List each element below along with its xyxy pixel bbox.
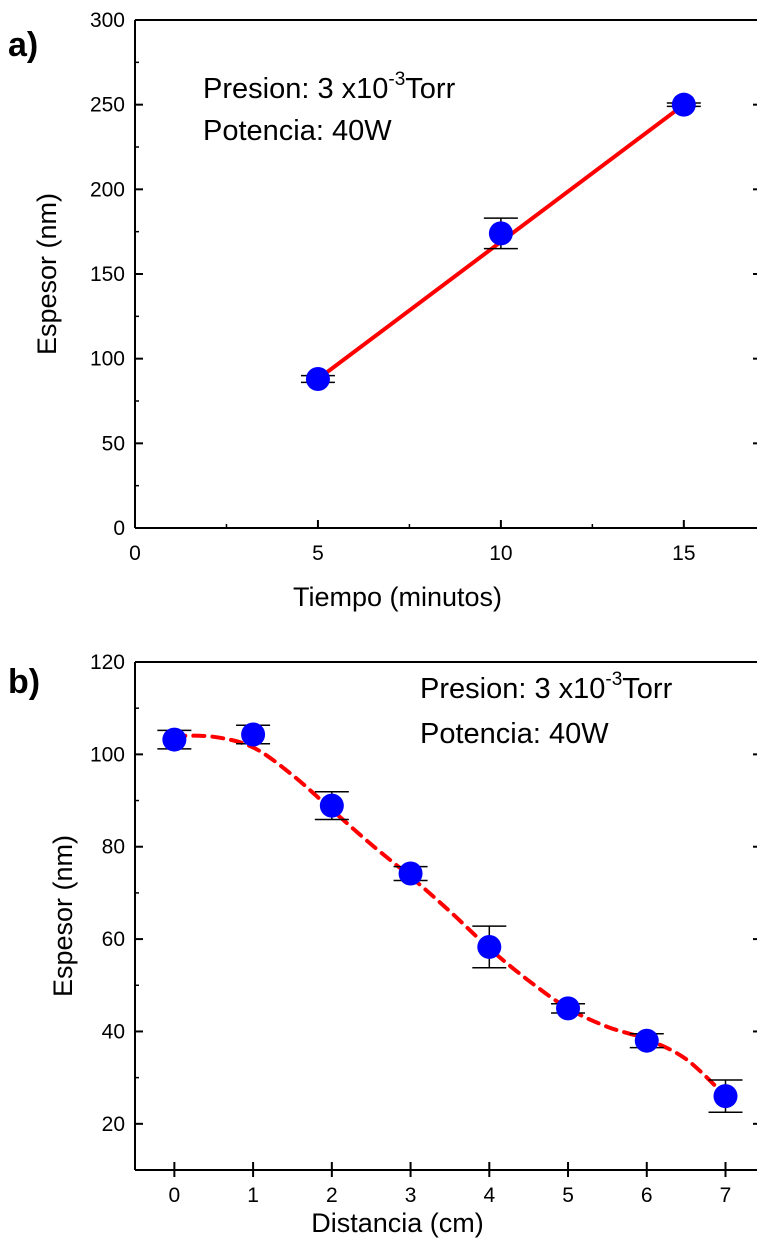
- y-tick-label: 80: [102, 836, 125, 859]
- y-tick-label: 60: [102, 928, 125, 951]
- data-point: [488, 221, 513, 246]
- x-tick-label: 7: [720, 1184, 732, 1207]
- data-point: [305, 366, 330, 391]
- y-tick-label: 20: [102, 1113, 125, 1136]
- chart-panel-b: 20 40 60 80 100 120 0 1 2 3 4 5 6 7 Distancia (cm) Espe…: [8, 651, 757, 1238]
- x-tick-label: 0: [129, 542, 141, 565]
- x-axis-title: Distancia (cm): [311, 1208, 484, 1238]
- x-tick-label: 10: [489, 542, 512, 565]
- y-tick-label: 200: [90, 178, 125, 201]
- data-point: [671, 92, 696, 117]
- y-axis-title: Espesor (nm): [48, 835, 78, 997]
- data-point: [319, 793, 344, 818]
- x-tick-label: 2: [326, 1184, 338, 1207]
- x-tick-label: 5: [562, 1184, 574, 1207]
- x-axis-title: Tiempo (minutos): [293, 582, 502, 612]
- x-tick-label: 3: [405, 1184, 417, 1207]
- fit-line: [172, 733, 728, 1099]
- x-tick-label: 15: [672, 542, 695, 565]
- y-tick-label: 0: [113, 517, 125, 540]
- data-point: [162, 727, 187, 752]
- panel-label: a): [8, 26, 38, 64]
- y-tick-label: 150: [90, 263, 125, 286]
- annotation-pressure-unit: Torr: [405, 73, 455, 105]
- data-point: [634, 1028, 659, 1053]
- annotation-pressure-unit: Torr: [622, 673, 672, 705]
- x-tick-label: 6: [641, 1184, 653, 1207]
- annotation-power: Potencia: 40W: [420, 718, 609, 750]
- annotation-pressure-exponent: -3: [605, 669, 622, 690]
- data-point: [556, 996, 581, 1021]
- annotation-pressure: Presion: 3 x10-3Torr: [203, 69, 456, 105]
- x-tick-label: 4: [483, 1184, 495, 1207]
- y-tick-label: 250: [90, 94, 125, 117]
- annotation-pressure-prefix: Presion: 3 x10: [203, 73, 388, 105]
- panel-label: b): [8, 663, 40, 701]
- y-tick-label: 300: [90, 9, 125, 32]
- data-point: [713, 1084, 738, 1109]
- data-point: [398, 861, 423, 886]
- annotation-pressure-exponent: -3: [388, 69, 405, 90]
- annotation-pressure: Presion: 3 x10-3Torr: [420, 669, 673, 705]
- x-tick-label: 5: [312, 542, 324, 565]
- annotation-power: Potencia: 40W: [203, 115, 392, 147]
- x-tick-label: 0: [169, 1184, 181, 1207]
- y-tick-label: 120: [90, 651, 125, 674]
- y-tick-label: 40: [102, 1020, 125, 1043]
- x-tick-label: 1: [247, 1184, 259, 1207]
- data-point: [241, 722, 266, 747]
- y-tick-label: 100: [90, 348, 125, 371]
- data-point: [477, 934, 502, 959]
- chart-panel-a: 0 50 100 150 200 250 300 0 5 10 15 Tiempo (minutos)…: [8, 9, 757, 612]
- y-tick-label: 50: [102, 432, 125, 455]
- annotation-pressure-prefix: Presion: 3 x10: [420, 673, 605, 705]
- y-axis-title: Espesor (nm): [32, 193, 62, 355]
- y-tick-label: 100: [90, 743, 125, 766]
